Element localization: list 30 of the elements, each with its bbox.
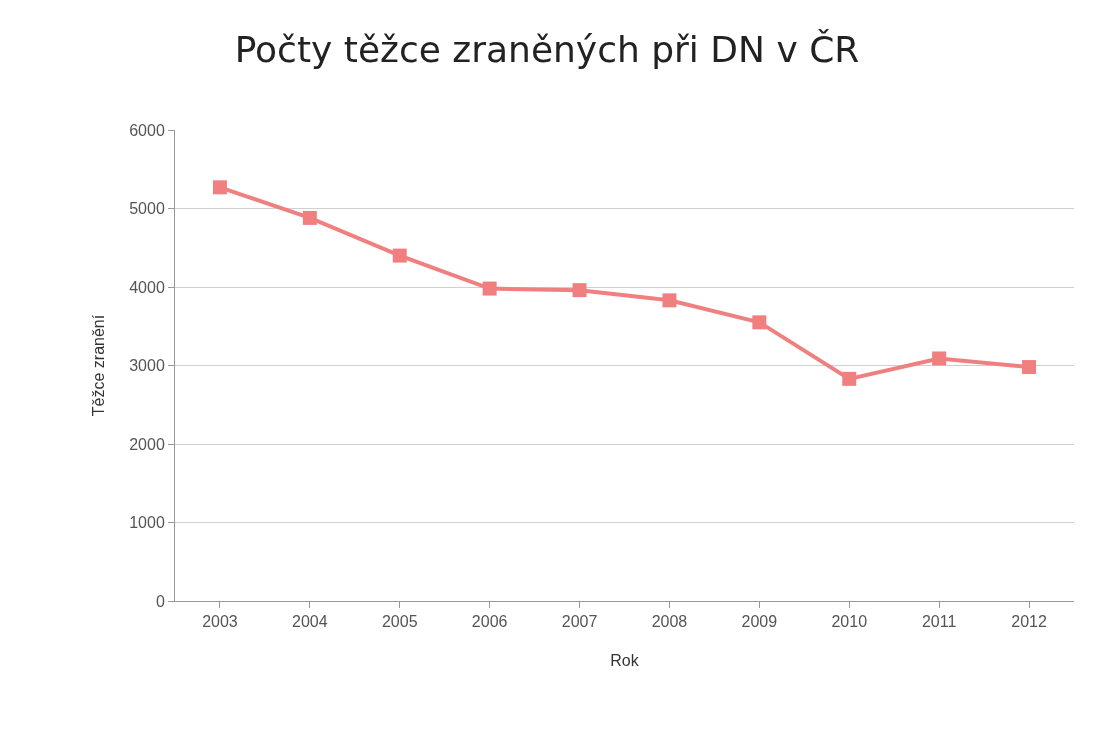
point bbox=[392, 248, 407, 263]
point bbox=[482, 281, 497, 296]
x-tick-label: 2006 bbox=[471, 613, 508, 631]
y-tick-label: 1000 bbox=[129, 514, 165, 532]
point bbox=[932, 351, 947, 366]
point bbox=[212, 180, 227, 195]
x-tick-label: 2010 bbox=[831, 613, 868, 631]
x-tick-label: 2005 bbox=[381, 613, 418, 631]
x-tick-label: 2003 bbox=[202, 613, 238, 631]
point bbox=[302, 210, 317, 225]
x-axis-title: Rok bbox=[610, 651, 640, 669]
x-tick-label: 2009 bbox=[741, 613, 778, 631]
point bbox=[842, 371, 857, 386]
point bbox=[1022, 360, 1037, 375]
y-axis-title: Těžce zranění bbox=[90, 314, 108, 417]
y-tick-label: 4000 bbox=[129, 278, 165, 296]
y-tick-label: 5000 bbox=[129, 200, 165, 218]
point bbox=[572, 283, 587, 298]
chart-title: Počty těžce zraněných při DN v ČR bbox=[234, 28, 860, 70]
point bbox=[752, 315, 767, 330]
y-tick-label: 6000 bbox=[129, 121, 165, 139]
x-tick-label: 2012 bbox=[1011, 613, 1047, 631]
y-tick-label: 3000 bbox=[129, 357, 165, 375]
x-tick-label: 2007 bbox=[561, 613, 598, 631]
x-tick-label: 2008 bbox=[651, 613, 688, 631]
x-tick-label: 2011 bbox=[921, 613, 957, 631]
y-tick-label: 2000 bbox=[129, 435, 165, 453]
point bbox=[662, 293, 677, 308]
x-tick-label: 2004 bbox=[292, 613, 328, 631]
y-tick-label: 0 bbox=[155, 592, 165, 610]
